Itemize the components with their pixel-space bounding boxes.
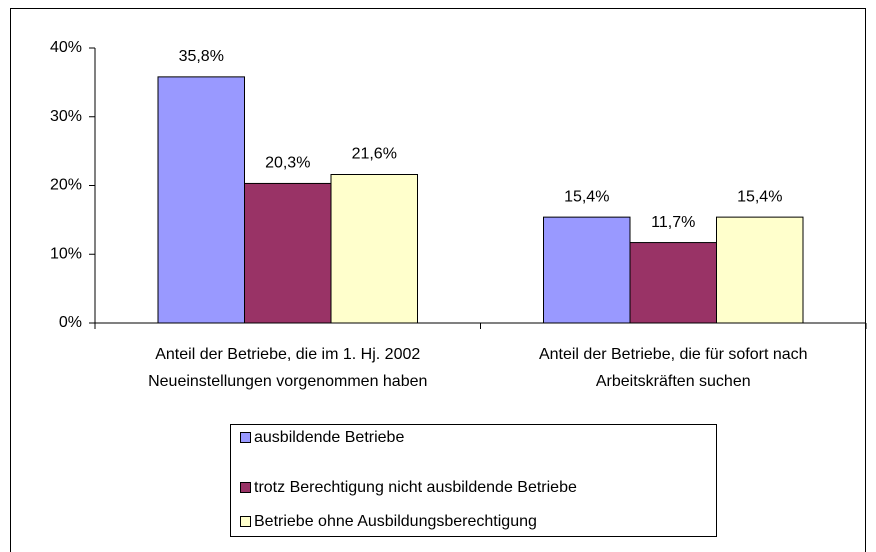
y-tick-label: 40%	[50, 39, 82, 56]
legend-swatch	[240, 432, 251, 443]
x-tick-label: Neueinstellungen vorgenommen haben	[148, 373, 427, 390]
legend-label: ausbildende Betriebe	[254, 429, 404, 446]
x-tick-label: Arbeitskräften suchen	[596, 373, 751, 390]
bar	[244, 182, 332, 324]
bar	[716, 216, 804, 324]
y-tick-label: 0%	[59, 314, 82, 331]
bar	[330, 174, 418, 324]
legend-box	[230, 424, 717, 537]
data-label: 15,4%	[737, 188, 782, 205]
y-tick-label: 20%	[50, 177, 82, 194]
y-tick-label: 10%	[50, 245, 82, 262]
x-tick-label: Anteil der Betriebe, die im 1. Hj. 2002	[155, 346, 420, 363]
legend-swatch	[240, 516, 251, 527]
y-tick-label: 30%	[50, 108, 82, 125]
data-label: 15,4%	[564, 188, 609, 205]
legend-label: Betriebe ohne Ausbildungsberechtigung	[254, 513, 537, 530]
bar	[157, 76, 245, 324]
bar	[543, 216, 631, 324]
data-label: 11,7%	[651, 214, 695, 231]
x-tick-label: Anteil der Betriebe, die für sofort nach	[539, 346, 808, 363]
data-label: 21,6%	[352, 146, 397, 163]
data-label: 20,3%	[265, 155, 310, 172]
legend-swatch	[240, 482, 251, 493]
bar	[629, 242, 717, 324]
legend-label: trotz Berechtigung nicht ausbildende Bet…	[254, 479, 577, 496]
data-label: 35,8%	[179, 48, 224, 65]
